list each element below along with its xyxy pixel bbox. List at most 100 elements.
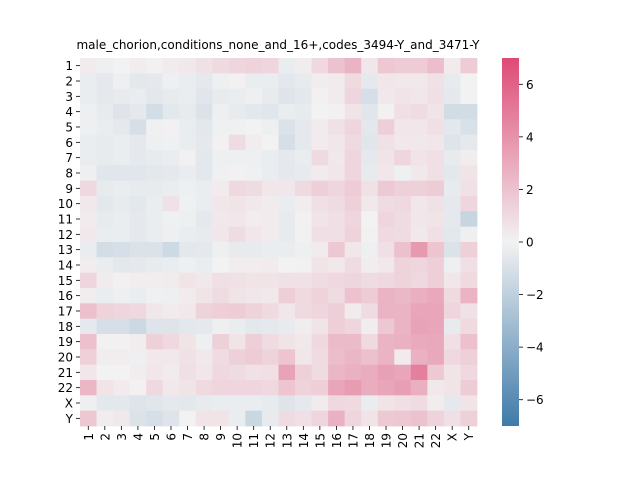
heatmap-cell-1-14 (295, 58, 312, 74)
heatmap-cell-2-Y (460, 73, 478, 90)
heatmap-cell-15-19 (377, 272, 395, 289)
heatmap-cell-17-16 (328, 303, 346, 320)
heatmap-cell-3-3 (113, 88, 131, 105)
heatmap-cell-Y-1 (80, 410, 97, 427)
heatmap-cell-10-12 (261, 196, 279, 212)
heatmap-cell-3-17 (344, 88, 362, 105)
x-tick-label: 15 (313, 433, 327, 448)
heatmap-cell-10-14 (295, 196, 312, 212)
heatmap-cell-2-6 (162, 73, 180, 90)
heatmap-cell-18-9 (212, 318, 230, 335)
heatmap-cell-22-7 (179, 380, 197, 396)
heatmap-cell-Y-14 (295, 410, 312, 427)
heatmap-cell-2-11 (245, 73, 263, 90)
heatmap-cell-21-22 (427, 364, 445, 381)
heatmap-cell-8-17 (344, 165, 362, 182)
heatmap-cell-19-8 (195, 334, 213, 350)
heatmap-cell-8-10 (228, 165, 246, 182)
heatmap-cell-19-3 (113, 334, 131, 350)
heatmap-cell-16-7 (179, 288, 197, 304)
colorbar-tick-label: 2 (526, 183, 534, 197)
x-tick-label: 8 (198, 433, 212, 441)
heatmap-cell-7-13 (278, 150, 296, 166)
heatmap-cell-21-11 (245, 364, 263, 381)
heatmap-cell-6-20 (394, 134, 412, 151)
heatmap-cell-15-X (443, 272, 461, 289)
heatmap-cell-11-14 (295, 211, 312, 228)
heatmap-cell-1-9 (212, 58, 230, 74)
heatmap-cell-22-18 (361, 380, 379, 396)
heatmap-cell-2-13 (278, 73, 296, 90)
x-tick-label: 1 (82, 433, 96, 441)
heatmap-cell-17-10 (228, 303, 246, 320)
y-tick-label: 16 (58, 289, 73, 303)
x-tick-label: 10 (231, 433, 245, 448)
heatmap-cell-7-21 (410, 150, 428, 166)
heatmap-cell-22-15 (311, 380, 329, 396)
heatmap-cell-16-16 (328, 288, 346, 304)
heatmap-cell-12-20 (394, 226, 412, 243)
colorbar-tick-label: 6 (526, 78, 534, 92)
heatmap-cell-Y-18 (361, 410, 379, 427)
heatmap-cell-12-5 (146, 226, 164, 243)
heatmap-cell-10-1 (80, 196, 97, 212)
heatmap-cell-14-X (443, 257, 461, 274)
heatmap-cell-4-8 (195, 104, 213, 120)
x-tick-label: 4 (131, 433, 145, 441)
y-tick-label: 7 (65, 151, 73, 165)
heatmap-cell-21-17 (344, 364, 362, 381)
heatmap-cell-14-7 (179, 257, 197, 274)
heatmap-cell-5-13 (278, 119, 296, 136)
heatmap-cell-13-14 (295, 242, 312, 258)
heatmap-cell-22-16 (328, 380, 346, 396)
heatmap-cell-2-17 (344, 73, 362, 90)
heatmap-cell-9-7 (179, 180, 197, 197)
heatmap-cell-5-22 (427, 119, 445, 136)
heatmap-cell-16-9 (212, 288, 230, 304)
heatmap-cell-20-19 (377, 349, 395, 366)
heatmap-cell-11-8 (195, 211, 213, 228)
heatmap-cell-21-12 (261, 364, 279, 381)
x-tick-label: 12 (264, 433, 278, 448)
heatmap-cell-17-19 (377, 303, 395, 320)
heatmap-cell-20-12 (261, 349, 279, 366)
heatmap-cell-3-9 (212, 88, 230, 105)
heatmap-cell-8-7 (179, 165, 197, 182)
heatmap-cell-20-4 (129, 349, 147, 366)
heatmap-cell-Y-22 (427, 410, 445, 427)
heatmap-cell-X-4 (129, 395, 147, 412)
heatmap-cell-10-11 (245, 196, 263, 212)
heatmap-cell-14-20 (394, 257, 412, 274)
heatmap-cell-5-1 (80, 119, 97, 136)
heatmap-cell-1-2 (96, 58, 114, 74)
heatmap-cell-21-14 (295, 364, 312, 381)
x-tick-label: 18 (363, 433, 377, 448)
y-tick-label: 4 (65, 105, 73, 119)
heatmap-cell-8-21 (410, 165, 428, 182)
heatmap-cell-12-2 (96, 226, 114, 243)
heatmap-cell-4-12 (261, 104, 279, 120)
colorbar-tick-label: −2 (526, 288, 544, 302)
heatmap-cell-X-10 (228, 395, 246, 412)
heatmap-cell-21-21 (410, 364, 428, 381)
heatmap-cell-10-2 (96, 196, 114, 212)
heatmap-cell-9-20 (394, 180, 412, 197)
heatmap-cell-15-4 (129, 272, 147, 289)
heatmap-cell-9-14 (295, 180, 312, 197)
heatmap-cell-X-14 (295, 395, 312, 412)
heatmap-cell-21-16 (328, 364, 346, 381)
heatmap-cell-4-19 (377, 104, 395, 120)
heatmap-cell-Y-13 (278, 410, 296, 427)
heatmap-cell-6-17 (344, 134, 362, 151)
heatmap-cell-6-7 (179, 134, 197, 151)
y-tick-label: Y (65, 412, 74, 426)
heatmap-cell-10-21 (410, 196, 428, 212)
heatmap-cell-Y-2 (96, 410, 114, 427)
heatmap-cell-Y-6 (162, 410, 180, 427)
heatmap-cell-2-18 (361, 73, 379, 90)
heatmap-cell-6-10 (228, 134, 246, 151)
heatmap-cell-13-18 (361, 242, 379, 258)
heatmap-cell-7-5 (146, 150, 164, 166)
